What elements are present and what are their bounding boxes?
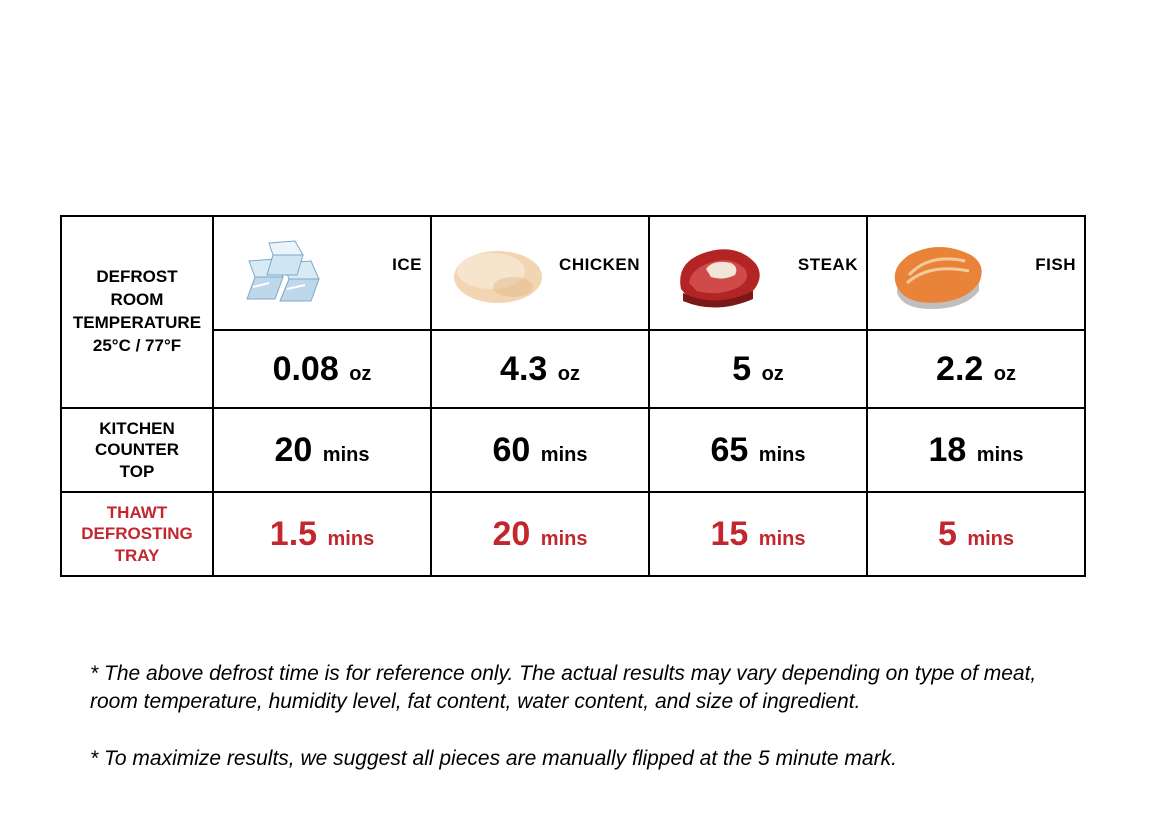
label-line: THAWT xyxy=(107,503,167,522)
column-header-chicken: CHICKEN xyxy=(431,216,649,330)
value: 4.3 xyxy=(500,350,547,389)
footnotes: * The above defrost time is for referenc… xyxy=(90,660,1080,801)
unit: oz xyxy=(349,363,371,386)
value: 60 xyxy=(493,431,531,470)
footnote-2: * To maximize results, we suggest all pi… xyxy=(90,745,1080,773)
row-label-counter: KITCHEN COUNTER TOP xyxy=(61,408,213,492)
label-line: TRAY xyxy=(115,546,160,565)
weight-cell-ice: 0.08 oz xyxy=(213,330,431,408)
column-header-fish: FISH xyxy=(867,216,1085,330)
header-left-line2: ROOM xyxy=(111,290,164,309)
tray-cell-fish: 5 mins xyxy=(867,492,1085,576)
value: 0.08 xyxy=(273,350,339,389)
label-line: COUNTER xyxy=(95,440,179,459)
unit: oz xyxy=(558,363,580,386)
unit: mins xyxy=(541,528,588,551)
unit: mins xyxy=(328,528,375,551)
value: 20 xyxy=(275,431,313,470)
defrost-infographic: DEFROST ROOM TEMPERATURE 25°C / 77°F xyxy=(0,0,1150,829)
counter-cell-steak: 65 mins xyxy=(649,408,867,492)
tray-cell-ice: 1.5 mins xyxy=(213,492,431,576)
tray-cell-chicken: 20 mins xyxy=(431,492,649,576)
unit: mins xyxy=(977,444,1024,467)
weight-cell-steak: 5 oz xyxy=(649,330,867,408)
unit: mins xyxy=(759,444,806,467)
column-label: FISH xyxy=(1035,255,1076,275)
value: 18 xyxy=(929,431,967,470)
label-line: KITCHEN xyxy=(99,419,175,438)
footnote-1: * The above defrost time is for referenc… xyxy=(90,660,1080,717)
chicken-icon xyxy=(438,223,568,325)
table-row: DEFROST ROOM TEMPERATURE 25°C / 77°F xyxy=(61,216,1085,330)
unit: mins xyxy=(541,444,588,467)
table-row: 0.08 oz 4.3 oz 5 oz 2.2 oz xyxy=(61,330,1085,408)
value: 65 xyxy=(711,431,749,470)
value: 5 xyxy=(732,350,751,389)
defrost-table: DEFROST ROOM TEMPERATURE 25°C / 77°F xyxy=(60,215,1086,577)
table-row: KITCHEN COUNTER TOP 20 mins 60 mins 65 m… xyxy=(61,408,1085,492)
unit: oz xyxy=(762,363,784,386)
fish-icon xyxy=(874,223,1004,325)
counter-cell-fish: 18 mins xyxy=(867,408,1085,492)
row-label-tray: THAWT DEFROSTING TRAY xyxy=(61,492,213,576)
unit: mins xyxy=(967,528,1014,551)
value: 15 xyxy=(711,515,749,554)
header-left-line3: TEMPERATURE xyxy=(73,313,201,332)
column-header-steak: STEAK xyxy=(649,216,867,330)
unit: mins xyxy=(323,444,370,467)
value: 5 xyxy=(938,515,957,554)
header-left-line1: DEFROST xyxy=(96,267,177,286)
header-left-line4: 25°C / 77°F xyxy=(93,336,181,355)
counter-cell-ice: 20 mins xyxy=(213,408,431,492)
column-label: CHICKEN xyxy=(559,255,640,275)
value: 20 xyxy=(493,515,531,554)
header-left-label: DEFROST ROOM TEMPERATURE 25°C / 77°F xyxy=(61,216,213,408)
value: 2.2 xyxy=(936,350,983,389)
weight-cell-fish: 2.2 oz xyxy=(867,330,1085,408)
ice-icon xyxy=(220,223,350,325)
column-header-ice: ICE xyxy=(213,216,431,330)
weight-cell-chicken: 4.3 oz xyxy=(431,330,649,408)
unit: oz xyxy=(994,363,1016,386)
column-label: STEAK xyxy=(798,255,858,275)
label-line: DEFROSTING xyxy=(81,524,192,543)
counter-cell-chicken: 60 mins xyxy=(431,408,649,492)
label-line: TOP xyxy=(120,462,155,481)
value: 1.5 xyxy=(270,515,317,554)
table-row: THAWT DEFROSTING TRAY 1.5 mins 20 mins 1… xyxy=(61,492,1085,576)
steak-icon xyxy=(656,223,786,325)
column-label: ICE xyxy=(392,255,422,275)
unit: mins xyxy=(759,528,806,551)
tray-cell-steak: 15 mins xyxy=(649,492,867,576)
